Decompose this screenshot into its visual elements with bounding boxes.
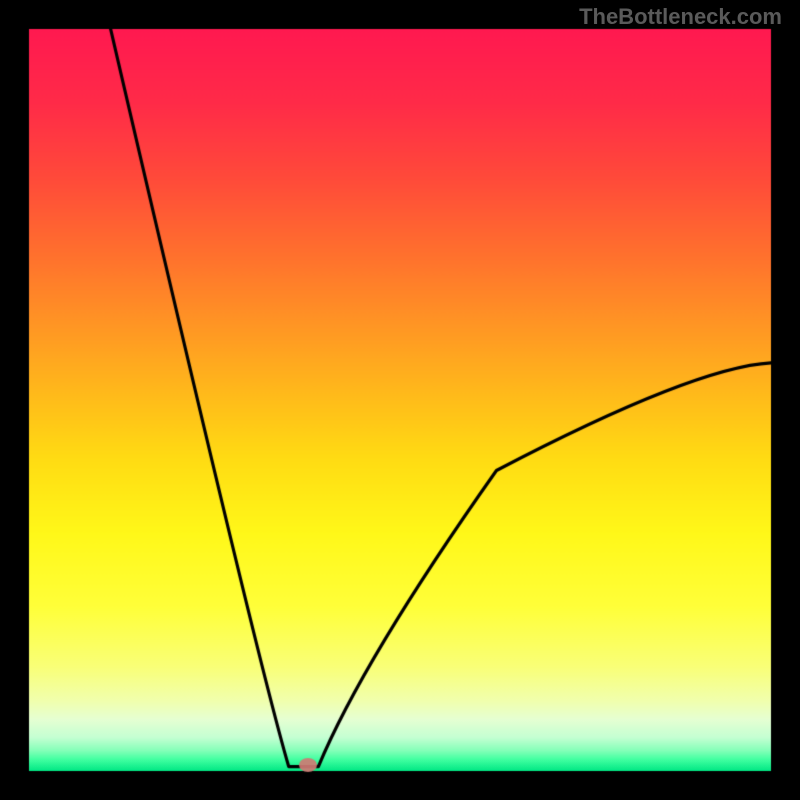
bottleneck-chart xyxy=(0,0,800,800)
chart-container: { "watermark": { "text": "TheBottleneck.… xyxy=(0,0,800,800)
watermark-text: TheBottleneck.com xyxy=(579,4,782,30)
